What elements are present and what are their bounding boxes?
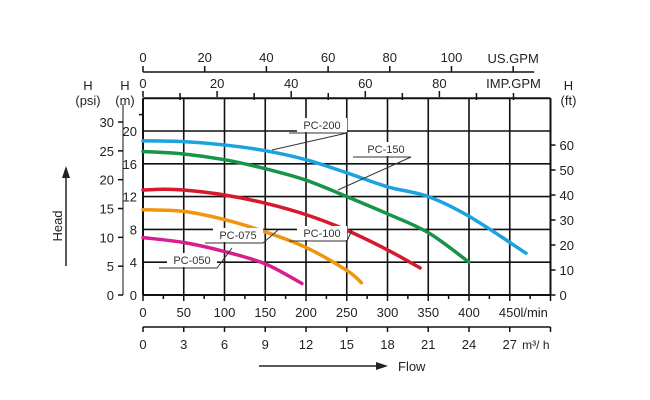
tick-label-m: 20 bbox=[123, 124, 137, 139]
tick-label-m3h: 15 bbox=[340, 337, 354, 352]
tick-label-m3h: 18 bbox=[380, 337, 394, 352]
tick-label-lmin: 50 bbox=[177, 305, 191, 320]
tick-label-impgpm: 40 bbox=[284, 76, 298, 91]
tick-label-impgpm: 80 bbox=[432, 76, 446, 91]
tick-label-impgpm: 60 bbox=[358, 76, 372, 91]
tick-label-psi: 15 bbox=[100, 202, 114, 217]
tick-label-lmin: 100 bbox=[214, 305, 236, 320]
tick-label-m3h: 6 bbox=[221, 337, 228, 352]
tick-label-lmin: 200 bbox=[295, 305, 317, 320]
tick-label-m: 8 bbox=[130, 222, 137, 237]
axis-title-m-unit: (m) bbox=[115, 93, 135, 108]
tick-label-psi: 30 bbox=[100, 115, 114, 130]
head-arrow-icon bbox=[62, 166, 70, 178]
tick-label-psi: 10 bbox=[100, 230, 114, 245]
tick-label-m: 4 bbox=[130, 255, 137, 270]
tick-label-m3h: 21 bbox=[421, 337, 435, 352]
series-labels: PC-200 PC-150 PC-100 PC-075 PC-050 bbox=[159, 118, 412, 269]
tick-label-usgpm: 20 bbox=[197, 50, 211, 65]
tick-label-lmin: 0 bbox=[139, 305, 146, 320]
series-label-pc-150: PC-150 bbox=[367, 144, 404, 156]
series-label-pc-075: PC-075 bbox=[219, 230, 256, 242]
axis-title-lmin: l/min bbox=[520, 305, 547, 320]
tick-label-usgpm: 60 bbox=[321, 50, 335, 65]
tick-label-m3h: 9 bbox=[262, 337, 269, 352]
tick-label-psi: 0 bbox=[107, 288, 114, 303]
series-label-leader bbox=[289, 229, 353, 242]
tick-label-m3h: 27 bbox=[503, 337, 517, 352]
series-line-pc-075 bbox=[141, 207, 364, 285]
axis-title-usgpm: US.GPM bbox=[488, 51, 539, 66]
tick-label-ft: 0 bbox=[560, 288, 567, 303]
axis-title-m-h: H bbox=[120, 78, 129, 93]
flow-arrow-icon bbox=[376, 362, 388, 370]
axis-title-ft-h: H bbox=[564, 78, 573, 93]
tick-label-lmin: 450 bbox=[499, 305, 521, 320]
tick-label-m3h: 12 bbox=[299, 337, 313, 352]
tick-label-usgpm: 0 bbox=[139, 50, 146, 65]
axis-title-m3h: m³/ h bbox=[522, 338, 549, 352]
tick-label-lmin: 350 bbox=[417, 305, 439, 320]
axis-title-psi-h: H bbox=[83, 78, 92, 93]
tick-label-psi: 5 bbox=[107, 259, 114, 274]
series-label-bg bbox=[297, 226, 347, 240]
tick-label-lmin: 300 bbox=[377, 305, 399, 320]
tick-label-ft: 10 bbox=[560, 263, 574, 278]
tick-label-impgpm: 0 bbox=[139, 76, 146, 91]
tick-label-psi: 25 bbox=[100, 144, 114, 159]
tick-label-m: 16 bbox=[123, 157, 137, 172]
series-label-leader bbox=[205, 229, 279, 244]
axes: 048121620H(m)051015202530H(psi)010203040… bbox=[75, 50, 576, 352]
curves bbox=[141, 139, 528, 286]
series-label-leader bbox=[271, 132, 348, 151]
series-label-leader bbox=[337, 156, 412, 191]
series-label-pc-200: PC-200 bbox=[303, 120, 340, 132]
tick-label-psi: 20 bbox=[100, 173, 114, 188]
series-line-pc-100 bbox=[141, 187, 422, 270]
tick-label-m: 0 bbox=[130, 288, 137, 303]
axis-title-impgpm: IMP.GPM bbox=[486, 76, 541, 91]
tick-label-usgpm: 40 bbox=[259, 50, 273, 65]
series-line-pc-050 bbox=[141, 235, 304, 286]
series-label-bg bbox=[213, 228, 263, 242]
tick-label-ft: 50 bbox=[560, 163, 574, 178]
tick-label-ft: 40 bbox=[560, 188, 574, 203]
tick-label-ft: 60 bbox=[560, 138, 574, 153]
tick-label-m3h: 0 bbox=[139, 337, 146, 352]
series-label-pc-100: PC-100 bbox=[303, 228, 340, 240]
tick-label-m3h: 24 bbox=[462, 337, 476, 352]
axis-title-ft-unit: (ft) bbox=[561, 93, 577, 108]
tick-label-impgpm: 20 bbox=[210, 76, 224, 91]
y-axis-title: Head bbox=[50, 210, 65, 241]
series-label-bg bbox=[167, 253, 217, 267]
x-axis-title: Flow bbox=[398, 359, 426, 374]
tick-label-usgpm: 80 bbox=[383, 50, 397, 65]
tick-label-ft: 20 bbox=[560, 238, 574, 253]
tick-label-ft: 30 bbox=[560, 213, 574, 228]
series-label-bg bbox=[297, 118, 347, 132]
tick-label-lmin: 400 bbox=[458, 305, 480, 320]
tick-label-m3h: 3 bbox=[180, 337, 187, 352]
tick-label-lmin: 250 bbox=[336, 305, 358, 320]
series-label-leader bbox=[159, 247, 233, 269]
axis-title-psi-unit: (psi) bbox=[75, 93, 100, 108]
tick-label-m: 12 bbox=[123, 190, 137, 205]
tick-label-lmin: 150 bbox=[254, 305, 276, 320]
series-label-bg bbox=[361, 142, 411, 156]
series-line-pc-200 bbox=[141, 139, 528, 255]
series-line-pc-150 bbox=[141, 149, 471, 264]
series-label-pc-050: PC-050 bbox=[173, 255, 210, 267]
tick-label-usgpm: 100 bbox=[441, 50, 463, 65]
